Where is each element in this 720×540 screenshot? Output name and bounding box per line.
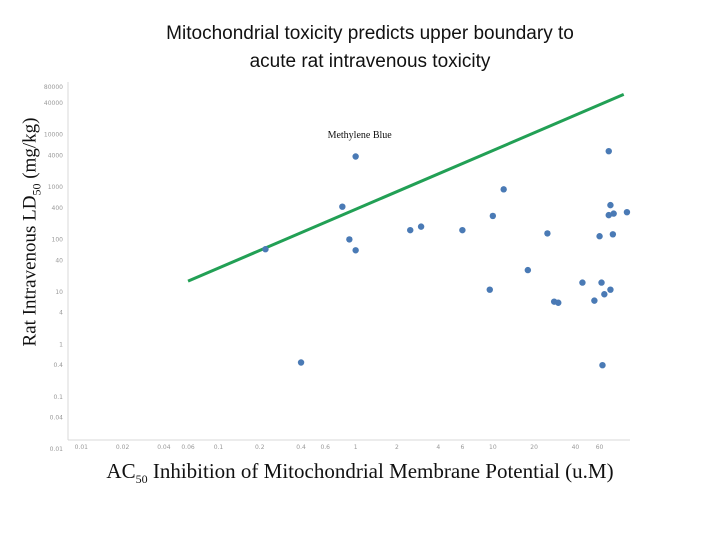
y-tick-label: 40 — [55, 257, 63, 264]
y-tick-label: 4 — [59, 310, 63, 317]
x-tick-label: 0.06 — [181, 444, 195, 451]
x-tick-label: 0.4 — [296, 444, 306, 451]
x-tick-label: 60 — [596, 444, 604, 451]
x-tick-label: 0.6 — [320, 444, 330, 451]
data-point — [596, 233, 603, 240]
x-tick-label: 0.1 — [214, 444, 224, 451]
tick-labels: 0.01 0.02 0.04 0.06 0.1 0.2 0.4 0.6 1 2 4 6 10 20 40 60… — [44, 84, 604, 453]
data-point — [599, 361, 606, 369]
data-point — [407, 226, 414, 234]
y-tick-label: 80000 — [44, 84, 63, 91]
data-point — [346, 236, 353, 243]
data-point — [607, 286, 614, 293]
data-point — [339, 203, 346, 210]
y-tick-label: 10 — [55, 289, 63, 296]
chart-title-line-2: acute rat intravenous toxicity — [249, 51, 491, 72]
data-point — [459, 226, 466, 234]
y-tick-label: 4000 — [48, 152, 63, 159]
boundary-line — [187, 93, 625, 283]
boundary-line-group — [187, 93, 625, 283]
y-tick-label: 0.4 — [53, 362, 63, 369]
data-point — [607, 201, 614, 209]
x-tick-label: 20 — [530, 444, 538, 451]
y-tick-label: 400 — [52, 205, 64, 212]
y-tick-label: 100 — [52, 236, 64, 243]
x-tick-label: 40 — [572, 444, 580, 451]
x-tick-label: 2 — [395, 444, 399, 451]
data-point — [623, 208, 631, 216]
data-point — [500, 186, 507, 193]
y-tick-label: 40000 — [44, 100, 63, 107]
data-point — [486, 286, 493, 293]
x-tick-label: 6 — [460, 444, 464, 451]
y-tick-label: 0.04 — [50, 415, 64, 422]
x-axis-label: AC50 Inhibition of Mitochondrial Membran… — [0, 459, 720, 487]
x-tick-label: 0.04 — [157, 444, 171, 451]
x-tick-label: 0.2 — [255, 444, 265, 451]
data-point — [601, 291, 608, 298]
data-point — [262, 246, 269, 253]
data-point — [605, 211, 612, 219]
data-point — [555, 299, 562, 306]
y-tick-label: 1 — [59, 341, 63, 348]
x-axis-label-main: AC — [106, 459, 136, 483]
x-tick-label: 0.02 — [116, 444, 130, 451]
x-axis-label-sub: 50 — [135, 472, 148, 487]
x-tick-label: 10 — [489, 444, 497, 451]
axes — [67, 82, 630, 441]
data-point — [579, 279, 586, 286]
x-axis-label-rest: Inhibition of Mitochondrial Membrane Pot… — [147, 459, 614, 483]
data-point — [489, 212, 497, 220]
data-point — [524, 266, 532, 274]
y-tick-label: 1000 — [48, 184, 63, 191]
data-point — [297, 359, 305, 366]
data-point — [544, 230, 551, 237]
data-point — [605, 147, 612, 155]
data-point — [352, 153, 359, 160]
data-point — [417, 223, 425, 230]
y-tick-label: 0.1 — [53, 394, 63, 401]
chart-title: Mitochondrial toxicity predicts upper bo… — [100, 20, 640, 76]
annotation-methylene-blue: Methylene Blue — [328, 130, 393, 141]
annotations: Methylene Blue — [328, 130, 393, 141]
data-point — [598, 279, 605, 286]
data-point — [591, 297, 598, 304]
x-tick-label: 0.01 — [75, 444, 89, 451]
data-point — [352, 247, 359, 254]
data-point — [609, 231, 617, 238]
y-tick-label: 10000 — [44, 131, 63, 138]
x-tick-label: 1 — [354, 444, 358, 451]
x-tick-label: 4 — [436, 444, 440, 451]
y-tick-label: 0.01 — [50, 446, 64, 453]
chart-title-line-1: Mitochondrial toxicity predicts upper bo… — [166, 23, 574, 44]
data-point — [610, 210, 617, 217]
data-points — [262, 147, 631, 369]
